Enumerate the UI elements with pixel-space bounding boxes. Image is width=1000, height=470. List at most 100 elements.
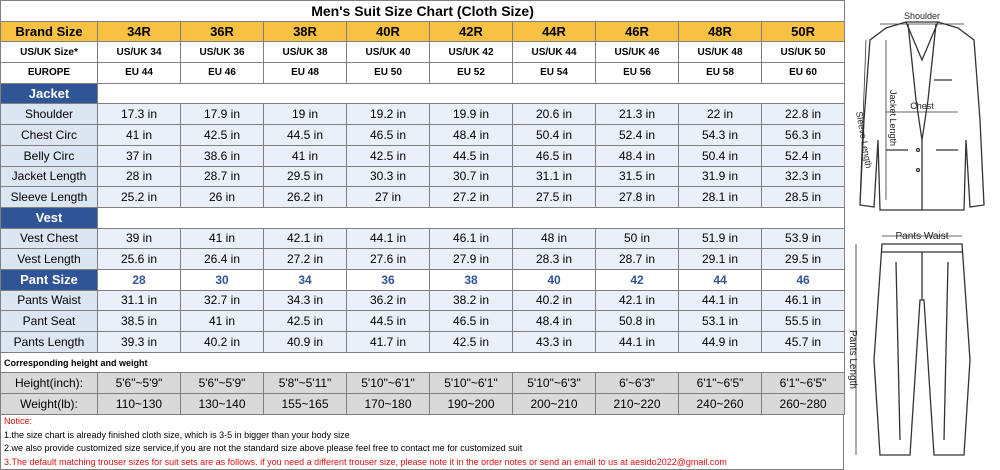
jacket-drawing [859, 21, 985, 211]
cell: 5'6"~5'9" [180, 372, 264, 395]
cell: 200~210 [512, 393, 596, 415]
cell: EU 48 [263, 62, 347, 84]
cell: US/UK 36 [180, 41, 264, 64]
cell: 27.2 in [263, 248, 347, 270]
cell: 44.5 in [429, 144, 513, 167]
cell: 55.5 in [760, 310, 846, 332]
cell: 41 in [180, 227, 264, 250]
data-row: Pants Length 39.3 in 40.2 in 40.9 in 41.7 in… [0, 331, 846, 353]
cell: 50.4 in [678, 144, 762, 167]
label-chest: Chest [910, 101, 934, 111]
cell: 39.3 in [97, 331, 181, 353]
section-title: Jacket [0, 82, 98, 105]
cell: 29.1 in [678, 248, 762, 270]
data-row: Vest Length 25.6 in 26.4 in 27.2 in 27.6 in 2… [0, 248, 846, 270]
data-row: Vest Chest 39 in 41 in 42.1 in 44.1 in 46.1 i… [0, 227, 846, 250]
data-row: Sleeve Length 25.2 in 26 in 26.2 in 27 in 27.… [0, 186, 846, 208]
size-header: 42R [429, 20, 513, 43]
cell: 19 in [263, 103, 347, 126]
size-table: Men's Suit Size Chart (Cloth Size) Brand … [0, 0, 846, 415]
hw-row: Height(inch): 5'6"~5'9" 5'6"~5'9" 5'8"~5'11… [0, 372, 846, 395]
cell: 130~140 [180, 393, 264, 415]
cell: 44.1 in [346, 227, 430, 250]
cell: 42.5 in [429, 331, 513, 353]
data-row: Shoulder 17.3 in 17.9 in 19 in 19.2 in 19.9 i… [0, 103, 846, 126]
cell: EU 54 [512, 62, 596, 84]
row-label: US/UK Size* [0, 41, 98, 64]
row-label: Shoulder [0, 103, 98, 126]
cell: 41.7 in [346, 331, 430, 353]
cell: EU 58 [678, 62, 762, 84]
cell: 26.4 in [180, 248, 264, 270]
section-value: 46 [760, 268, 846, 291]
section-value: 30 [180, 268, 264, 291]
notice: Notice: 1.the size chart is already fini… [0, 414, 844, 470]
section-value: 44 [678, 268, 762, 291]
cell: 31.1 in [512, 165, 596, 188]
size-header: 34R [97, 20, 181, 43]
cell: 48.4 in [512, 310, 596, 332]
row-label: Sleeve Length [0, 186, 98, 208]
label-pants-waist: Pants Waist [896, 231, 949, 242]
cell: 17.3 in [97, 103, 181, 126]
size-header: 48R [678, 20, 762, 43]
cell: 110~130 [97, 393, 181, 415]
section-row: Jacket [0, 82, 846, 105]
cell: 28.7 in [180, 165, 264, 188]
row-label: Pants Waist [0, 289, 98, 312]
cell: 5'10"~6'1" [429, 372, 513, 395]
data-row: Belly Circ 37 in 38.6 in 41 in 42.5 in 44.5 i… [0, 144, 846, 167]
row-label: Jacket Length [0, 165, 98, 188]
europe-row: EUROPE EU 44 EU 46 EU 48 EU 50 EU 52 EU 54 EU 5… [0, 62, 846, 84]
cell: 53.9 in [760, 227, 846, 250]
cell: US/UK 42 [429, 41, 513, 64]
cell: 44.5 in [263, 124, 347, 146]
cell: 5'8"~5'11" [263, 372, 347, 395]
cell: 28.5 in [760, 186, 846, 208]
cell: 27.2 in [429, 186, 513, 208]
header-row: Brand Size 34R 36R 38R 40R 42R 44R 46R 48R 50R [0, 20, 846, 43]
section-title: Pant Size [0, 268, 98, 291]
cell: 42.5 in [346, 144, 430, 167]
jacket-measures [859, 23, 964, 201]
notice-title: Notice: [4, 416, 33, 426]
size-header: 50R [760, 20, 846, 43]
hw-title: Corresponding height and weight [0, 351, 846, 374]
cell: 6'~6'3" [595, 372, 679, 395]
cell: 53.1 in [678, 310, 762, 332]
cell: 40.2 in [512, 289, 596, 312]
section-value: 34 [263, 268, 347, 291]
size-header: 40R [346, 20, 430, 43]
cell: 38.6 in [180, 144, 264, 167]
section-value: 28 [97, 268, 181, 291]
cell: 52.4 in [595, 124, 679, 146]
cell: US/UK 46 [595, 41, 679, 64]
cell: 29.5 in [263, 165, 347, 188]
header-label: Brand Size [0, 20, 98, 43]
cell: 31.1 in [97, 289, 181, 312]
cell: 28.1 in [678, 186, 762, 208]
section-value: 40 [512, 268, 596, 291]
cell: 22 in [678, 103, 762, 126]
cell: 27.8 in [595, 186, 679, 208]
section-value: 38 [429, 268, 513, 291]
cell: 45.7 in [760, 331, 846, 353]
hw-row: Weight(lb): 110~130 130~140 155~165 170~180 1… [0, 393, 846, 415]
label-jacket-length: Jacket Length [888, 90, 898, 146]
cell: 52.4 in [760, 144, 846, 167]
cell: 44.5 in [346, 310, 430, 332]
cell: 44.9 in [678, 331, 762, 353]
cell: 6'1"~6'5" [678, 372, 762, 395]
cell: 48 in [512, 227, 596, 250]
data-row: Jacket Length 28 in 28.7 in 29.5 in 30.3 in 3… [0, 165, 846, 188]
pants-measures [855, 235, 962, 455]
cell: 21.3 in [595, 103, 679, 126]
cell: 41 in [97, 124, 181, 146]
cell: 155~165 [263, 393, 347, 415]
row-label: Height(inch): [0, 372, 98, 395]
size-header: 36R [180, 20, 264, 43]
cell: 240~260 [678, 393, 762, 415]
title-row: Men's Suit Size Chart (Cloth Size) [0, 0, 846, 22]
data-row: Chest Circ 41 in 42.5 in 44.5 in 46.5 in 48.4… [0, 124, 846, 146]
